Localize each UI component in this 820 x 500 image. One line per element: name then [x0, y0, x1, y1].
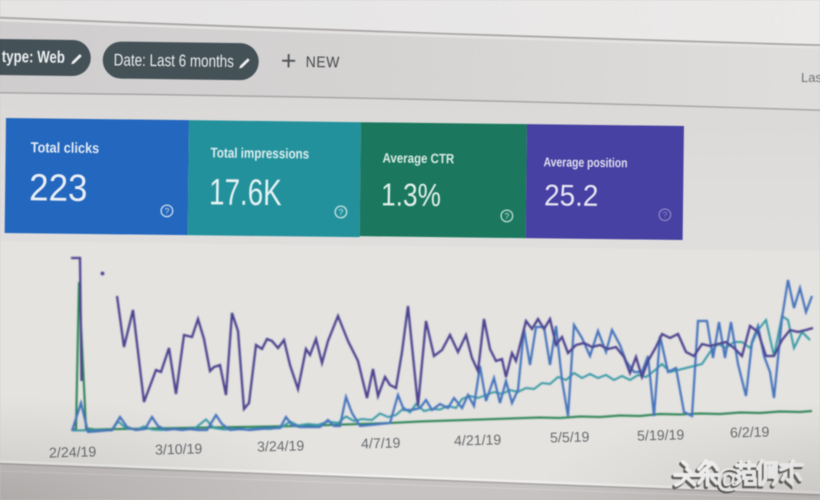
svg-text:@: @ — [716, 463, 742, 493]
